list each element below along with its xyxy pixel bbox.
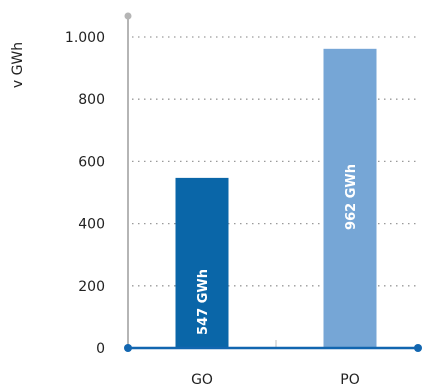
x-axis-start-dot bbox=[124, 344, 132, 352]
bar bbox=[323, 48, 377, 349]
y-tick-label: 1.000 bbox=[65, 30, 105, 46]
bars: 547 GWh 962 GWh bbox=[175, 48, 377, 349]
y-tick-label: 0 bbox=[96, 341, 105, 357]
bar bbox=[175, 177, 229, 348]
y-tick-labels: 0 200 400 600 800 1.000 bbox=[65, 30, 105, 357]
y-tick-label: 400 bbox=[78, 217, 105, 233]
x-tick-label: GO bbox=[191, 372, 213, 388]
axes bbox=[124, 12, 422, 352]
x-axis-end-dot bbox=[414, 344, 422, 352]
bar-value-label: 962 GWh bbox=[344, 164, 359, 230]
bar-value-label: 547 GWh bbox=[196, 269, 211, 335]
y-axis-label: v GWh bbox=[10, 42, 26, 88]
y-tick-label: 600 bbox=[78, 154, 105, 170]
x-tick-labels: GO PO bbox=[191, 372, 360, 388]
x-tick-label: PO bbox=[340, 372, 359, 388]
y-tick-label: 200 bbox=[78, 279, 105, 295]
y-tick-label: 800 bbox=[78, 92, 105, 108]
y-axis-cap bbox=[124, 12, 132, 20]
